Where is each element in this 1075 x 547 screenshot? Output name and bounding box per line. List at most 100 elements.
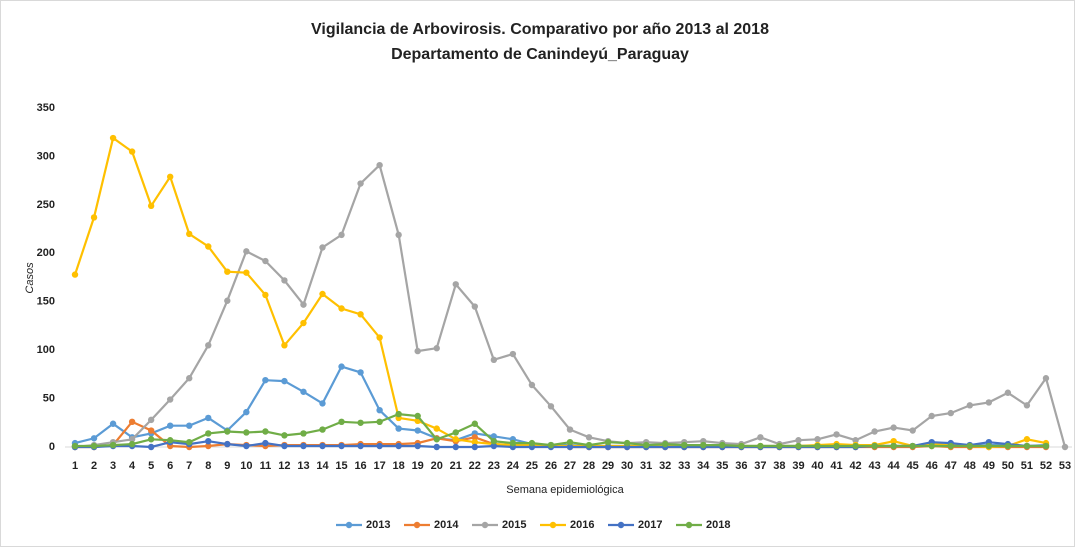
x-tick-label: 11 xyxy=(260,460,272,472)
data-point xyxy=(338,231,345,239)
data-point xyxy=(205,243,212,250)
data-point xyxy=(642,441,650,449)
data-point xyxy=(205,430,212,437)
data-point xyxy=(147,416,155,424)
data-point xyxy=(471,434,479,441)
x-tick-label: 22 xyxy=(469,460,481,472)
x-tick-label: 33 xyxy=(678,460,690,472)
data-point xyxy=(776,442,783,450)
data-point xyxy=(128,436,136,443)
data-point xyxy=(109,134,117,142)
x-tick-label: 51 xyxy=(1021,460,1033,472)
data-point xyxy=(109,420,117,427)
data-point xyxy=(90,442,98,450)
data-point xyxy=(433,425,440,432)
data-point xyxy=(243,429,250,436)
data-point xyxy=(319,442,326,450)
x-tick-label: 29 xyxy=(602,460,614,472)
data-point xyxy=(128,418,136,426)
data-point xyxy=(585,441,593,449)
data-point xyxy=(928,442,935,450)
data-point xyxy=(719,441,726,449)
data-point xyxy=(147,436,155,443)
legend-label: 2017 xyxy=(638,519,662,531)
x-tick-label: 40 xyxy=(811,460,823,472)
x-tick-label: 49 xyxy=(983,460,995,472)
data-point xyxy=(852,437,859,444)
x-tick-label: 3 xyxy=(110,460,116,472)
legend-label: 2013 xyxy=(366,519,390,531)
data-point xyxy=(757,442,764,450)
data-point xyxy=(395,231,402,239)
data-point xyxy=(833,442,840,450)
data-point xyxy=(909,427,916,434)
legend-label: 2018 xyxy=(706,519,730,531)
data-point xyxy=(166,396,174,403)
data-point xyxy=(71,442,79,450)
x-tick-label: 25 xyxy=(526,460,538,472)
x-tick-label: 8 xyxy=(205,460,211,472)
data-point xyxy=(300,319,307,327)
data-point xyxy=(376,418,383,426)
legend-marker xyxy=(345,521,353,529)
x-tick-label: 30 xyxy=(621,460,633,472)
data-point xyxy=(452,429,459,436)
data-point xyxy=(490,437,498,445)
data-point xyxy=(338,363,345,370)
data-point xyxy=(281,442,288,450)
data-point xyxy=(795,442,802,450)
data-point xyxy=(814,436,821,443)
data-point xyxy=(566,426,574,433)
data-point xyxy=(262,376,269,384)
data-point xyxy=(547,441,555,449)
data-point xyxy=(452,436,459,443)
data-point xyxy=(414,442,421,450)
data-point xyxy=(71,271,79,278)
x-tick-label: 31 xyxy=(640,460,652,472)
data-point xyxy=(90,214,98,221)
x-tick-label: 47 xyxy=(945,460,957,472)
x-tick-label: 24 xyxy=(507,460,520,472)
data-point xyxy=(243,408,250,416)
data-point xyxy=(224,297,231,304)
y-tick-label: 150 xyxy=(37,296,55,308)
data-point xyxy=(319,426,326,433)
data-point xyxy=(985,399,993,406)
data-point xyxy=(319,290,326,298)
data-point xyxy=(224,268,231,275)
x-tick-label: 17 xyxy=(373,460,385,472)
data-point xyxy=(243,248,250,255)
data-point xyxy=(338,418,345,426)
x-tick-label: 18 xyxy=(393,460,405,472)
data-point xyxy=(833,431,840,438)
data-point xyxy=(890,437,897,445)
data-point xyxy=(357,180,364,187)
chart-subtitle: Departamento de Canindeyú_Paraguay xyxy=(391,46,689,63)
data-point xyxy=(566,438,574,446)
data-point xyxy=(1004,389,1012,396)
data-point xyxy=(376,406,383,414)
x-tick-label: 45 xyxy=(907,460,919,472)
y-axis-label: Casos xyxy=(24,262,36,294)
x-tick-label: 44 xyxy=(888,460,901,472)
data-point xyxy=(166,437,174,444)
x-tick-label: 14 xyxy=(316,460,329,472)
data-point xyxy=(966,442,974,450)
x-tick-label: 28 xyxy=(583,460,595,472)
y-tick-label: 0 xyxy=(49,441,55,453)
data-point xyxy=(376,334,383,341)
data-point xyxy=(281,277,288,284)
chart-title: Vigilancia de Arbovirosis. Comparativo p… xyxy=(311,21,769,38)
x-tick-label: 10 xyxy=(240,460,252,472)
x-tick-label: 52 xyxy=(1040,460,1052,472)
data-point xyxy=(433,436,440,443)
data-point xyxy=(909,442,916,450)
data-point xyxy=(452,281,459,288)
x-tick-label: 38 xyxy=(773,460,785,472)
x-tick-label: 2 xyxy=(91,460,97,472)
data-point xyxy=(985,442,993,450)
x-tick-label: 48 xyxy=(964,460,976,472)
data-point xyxy=(147,427,155,434)
